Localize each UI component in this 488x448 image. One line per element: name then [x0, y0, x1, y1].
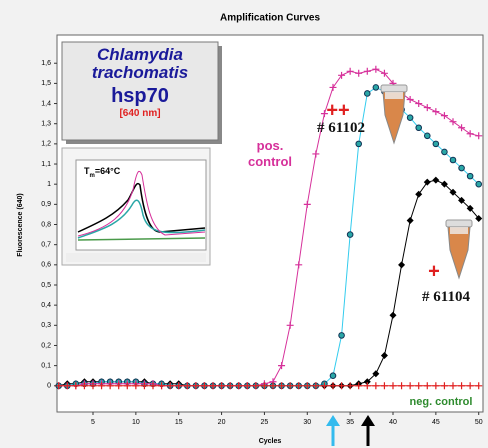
- data-point: [330, 373, 336, 379]
- y-tick-label: 0,8: [41, 221, 51, 228]
- data-point: [373, 85, 379, 91]
- series-label: # 61102: [296, 120, 386, 137]
- data-point: [416, 125, 422, 131]
- data-point: [459, 165, 465, 171]
- x-tick-label: 10: [132, 419, 140, 426]
- y-tick-label: 1,2: [41, 141, 51, 148]
- y-tick-label: 0,4: [41, 302, 51, 309]
- y-tick-label: 1,4: [41, 100, 51, 107]
- y-tick-label: 0,1: [41, 362, 51, 369]
- y-tick-label: 1,1: [41, 161, 51, 168]
- y-tick-label: 0,9: [41, 201, 51, 208]
- x-tick-label: 15: [175, 419, 183, 426]
- data-point: [467, 173, 473, 179]
- x-tick-label: 25: [261, 419, 269, 426]
- data-point: [347, 232, 353, 238]
- series-label: neg. control: [400, 396, 482, 408]
- chart-title: Amplification Curves: [220, 13, 320, 24]
- x-tick-label: 35: [346, 419, 354, 426]
- data-point: [433, 141, 439, 147]
- plus-mark: ++: [326, 99, 349, 121]
- x-tick-label: 50: [475, 419, 483, 426]
- inset: Tm=64°C: [62, 148, 210, 265]
- gene-label: hsp70: [64, 84, 216, 108]
- series-label: pos. control: [238, 138, 302, 170]
- data-point: [407, 115, 413, 121]
- y-tick-label: 0,2: [41, 342, 51, 349]
- cycle-arrow: [326, 415, 340, 446]
- y-tick-label: 1: [47, 181, 51, 188]
- inset-legend: [66, 253, 206, 262]
- data-point: [442, 149, 448, 155]
- y-tick-label: 1,5: [41, 80, 51, 87]
- cycle-arrow: [361, 415, 375, 446]
- y-tick-label: 0: [47, 383, 51, 390]
- y-tick-label: 0,6: [41, 262, 51, 269]
- y-tick-label: 0,7: [41, 242, 51, 249]
- y-tick-label: 0,3: [41, 322, 51, 329]
- chart-page: Amplification Curves Cycles Fluorescence…: [0, 0, 488, 448]
- x-tick-label: 20: [218, 419, 226, 426]
- x-axis-label: Cycles: [259, 438, 282, 445]
- x-tick-label: 45: [432, 419, 440, 426]
- x-tick-label: 5: [91, 419, 95, 426]
- y-tick-label: 0,5: [41, 282, 51, 289]
- tm-value: =64°C: [95, 166, 121, 176]
- data-point: [364, 91, 370, 97]
- x-tick-label: 40: [389, 419, 397, 426]
- y-tick-label: 1,6: [41, 60, 51, 67]
- plus-mark: +: [428, 260, 440, 282]
- y-tick-label: 1,3: [41, 121, 51, 128]
- x-tick-label: 30: [303, 419, 311, 426]
- data-point: [424, 133, 430, 139]
- data-point: [339, 333, 345, 339]
- data-point: [476, 181, 482, 187]
- data-point: [450, 157, 456, 163]
- wavelength-label: [640 nm]: [64, 108, 216, 119]
- series-label: # 61104: [406, 289, 486, 306]
- data-point: [356, 141, 362, 147]
- organism-label: Chlamydia trachomatis: [64, 46, 216, 82]
- y-axis-label: Fluorescence (640): [17, 193, 24, 256]
